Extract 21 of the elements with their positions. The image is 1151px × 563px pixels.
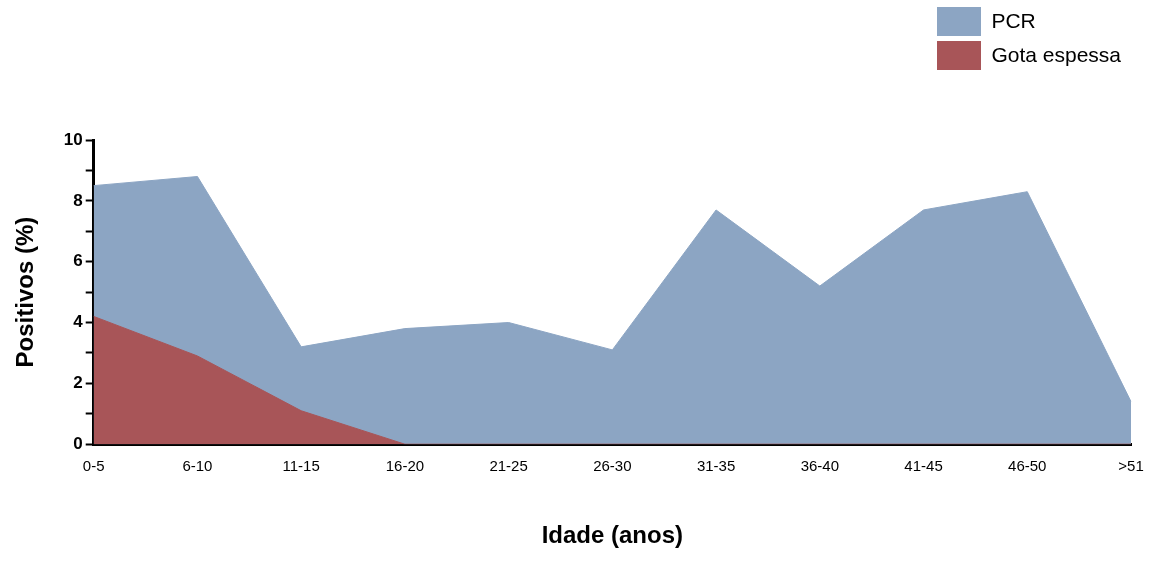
legend-label: Gota espessa (991, 43, 1121, 67)
y-tick-label: 4 (73, 312, 84, 332)
x-tick-label: 26-30 (593, 457, 632, 475)
y-tick-label: 6 (73, 251, 83, 271)
x-tick-label: 41-45 (904, 457, 943, 475)
x-tick-label: 46-50 (1008, 457, 1047, 475)
x-tick-label: 36-40 (800, 457, 839, 475)
x-tick-label: 21-25 (489, 457, 528, 475)
y-tick-label: 10 (63, 129, 83, 149)
x-tick-label: 6-10 (182, 457, 213, 475)
x-tick-label: 0-5 (82, 457, 105, 475)
y-tick-label: 0 (73, 433, 83, 453)
y-tick-label: 2 (73, 373, 83, 393)
x-axis-title: Idade (anos) (541, 521, 684, 549)
x-tick-label: 16-20 (385, 457, 425, 475)
y-axis-title: Positivos (%) (11, 216, 39, 368)
x-tick-label: 31-35 (696, 457, 736, 475)
x-tick-label: >51 (1118, 457, 1144, 475)
legend-label: PCR (991, 9, 1036, 33)
x-tick-label: 11-15 (282, 457, 320, 475)
y-tick-label: 8 (73, 190, 83, 210)
